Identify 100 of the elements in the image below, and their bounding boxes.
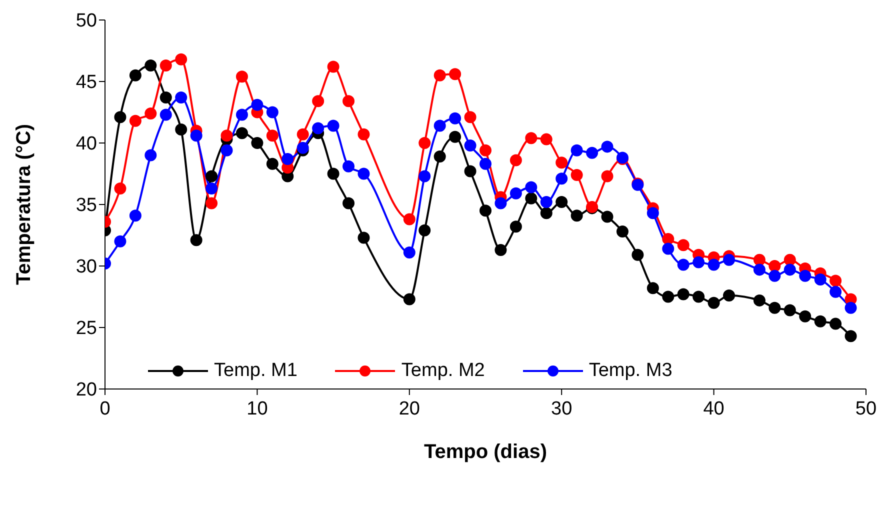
point (358, 232, 370, 244)
point (449, 112, 462, 124)
point (144, 107, 157, 120)
point (677, 258, 690, 271)
point (494, 197, 507, 210)
point (220, 130, 233, 142)
point (236, 70, 248, 83)
point (830, 318, 842, 330)
point (464, 139, 476, 152)
point (692, 290, 705, 303)
point (677, 288, 690, 300)
point (418, 137, 431, 149)
point (723, 290, 736, 302)
y-tick-label: 45 (76, 72, 97, 94)
x-tick-label: 40 (703, 398, 724, 420)
point (784, 254, 796, 266)
point (114, 182, 126, 195)
point (844, 302, 857, 314)
point (586, 146, 598, 159)
point (327, 168, 340, 180)
point (312, 95, 324, 108)
point (556, 156, 568, 169)
point (464, 165, 476, 178)
point (296, 142, 309, 154)
point (768, 302, 781, 314)
point (266, 130, 278, 142)
point (449, 68, 462, 80)
point (601, 210, 614, 223)
point (723, 254, 736, 266)
legend-label: Temp. M3 (588, 360, 672, 382)
point (434, 69, 446, 82)
point (296, 128, 309, 140)
point (662, 232, 674, 245)
point (480, 204, 492, 217)
point (251, 98, 264, 111)
point (799, 270, 812, 282)
point (129, 210, 142, 222)
x-tick-label: 0 (100, 398, 110, 420)
point (129, 114, 142, 127)
point (175, 123, 188, 136)
point (251, 137, 264, 149)
y-tick-label: 40 (76, 134, 97, 155)
point (814, 315, 826, 328)
point (570, 168, 583, 181)
x-tick-label: 20 (398, 398, 420, 420)
point (220, 144, 233, 156)
point (144, 60, 157, 72)
point (556, 196, 568, 208)
point (327, 60, 340, 73)
point (525, 192, 538, 204)
y-tick-label: 30 (76, 256, 97, 278)
point (540, 207, 552, 220)
point (525, 181, 538, 194)
point (190, 130, 202, 142)
point (190, 234, 202, 246)
point (540, 133, 552, 146)
y-tick-label: 50 (76, 10, 97, 32)
point (160, 108, 172, 121)
point (799, 310, 812, 322)
point (464, 111, 476, 124)
point (510, 220, 522, 233)
point (601, 170, 614, 182)
point (662, 242, 674, 255)
point (570, 210, 583, 222)
point (601, 140, 614, 153)
x-axis-title: Tempo (dias) (424, 441, 547, 464)
x-tick-label: 10 (246, 398, 268, 420)
point (646, 207, 659, 220)
point (144, 149, 157, 162)
point (556, 172, 568, 185)
point (266, 106, 278, 118)
point (403, 213, 416, 226)
point (206, 182, 218, 195)
point (525, 132, 538, 144)
point (708, 296, 720, 309)
point (403, 293, 416, 306)
point (342, 197, 355, 210)
point (358, 128, 370, 140)
point (266, 158, 278, 170)
point (768, 270, 781, 282)
point (160, 60, 172, 72)
point (434, 150, 446, 163)
point (753, 254, 766, 266)
point (449, 130, 462, 143)
point (677, 239, 690, 252)
point (570, 144, 583, 156)
point (692, 256, 705, 268)
point (327, 120, 340, 132)
point (540, 196, 552, 208)
point (480, 158, 492, 170)
point (418, 224, 431, 236)
point (632, 248, 644, 261)
point (510, 154, 522, 166)
y-tick-label: 35 (76, 195, 97, 216)
point (646, 282, 659, 294)
point (753, 264, 766, 276)
point (753, 294, 766, 306)
point (160, 91, 172, 104)
point (784, 304, 796, 316)
point (282, 152, 294, 165)
